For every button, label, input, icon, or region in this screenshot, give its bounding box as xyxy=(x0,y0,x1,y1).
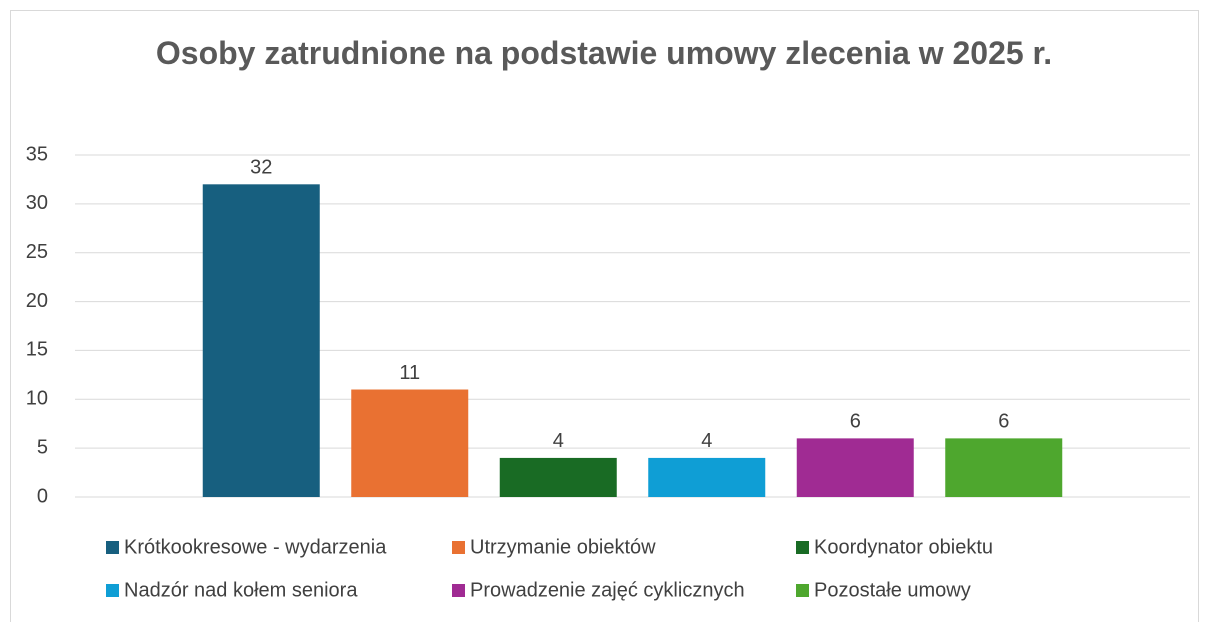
chart-border xyxy=(10,10,1199,622)
data-label: 6 xyxy=(850,411,861,433)
y-tick-label: 30 xyxy=(26,192,48,214)
data-label: 6 xyxy=(998,411,1009,433)
bar xyxy=(351,389,469,497)
legend-label: Pozostałe umowy xyxy=(814,579,971,601)
data-label: 32 xyxy=(250,157,272,179)
legend-label: Prowadzenie zajęć cyklicznych xyxy=(470,579,745,601)
y-tick-label: 20 xyxy=(26,290,48,312)
y-tick-label: 0 xyxy=(37,485,48,507)
legend-swatch xyxy=(106,541,119,554)
legend-label: Nadzór nad kołem seniora xyxy=(124,579,358,601)
data-label: 4 xyxy=(553,430,564,452)
y-tick-label: 25 xyxy=(26,241,48,263)
legend-swatch xyxy=(106,584,119,597)
bar xyxy=(648,457,766,497)
chart-title: Osoby zatrudnione na podstawie umowy zle… xyxy=(155,35,1053,71)
bar xyxy=(796,438,914,497)
y-tick-label: 35 xyxy=(26,143,48,165)
legend-label: Utrzymanie obiektów xyxy=(470,536,656,558)
legend-swatch xyxy=(796,584,809,597)
legend-swatch xyxy=(452,584,465,597)
y-tick-label: 15 xyxy=(26,339,48,361)
legend-label: Krótkookresowe - wydarzenia xyxy=(124,536,387,558)
bar xyxy=(499,457,617,497)
data-label: 11 xyxy=(399,362,420,384)
data-label: 4 xyxy=(701,430,712,452)
legend-swatch xyxy=(796,541,809,554)
y-tick-label: 5 xyxy=(37,436,48,458)
y-tick-label: 10 xyxy=(26,388,48,410)
legend-label: Koordynator obiektu xyxy=(814,536,993,558)
bar xyxy=(945,438,1063,497)
legend-swatch xyxy=(452,541,465,554)
bar xyxy=(202,184,320,498)
